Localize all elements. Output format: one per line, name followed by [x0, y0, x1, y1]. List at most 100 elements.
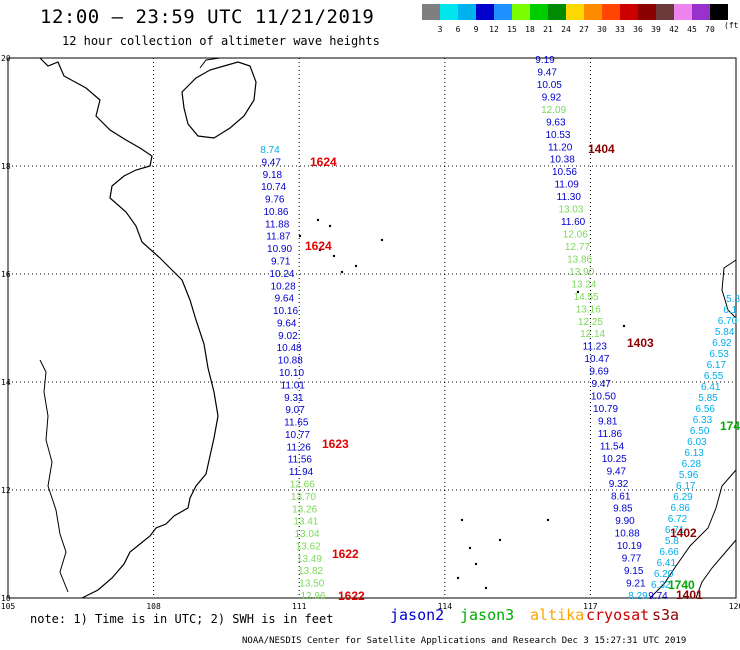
wave-height-value: 8.61	[611, 491, 631, 502]
wave-height-value: 8.29	[628, 591, 648, 602]
coastline-vietnam	[39, 57, 219, 599]
legend-jason3: jason3	[460, 606, 515, 624]
wave-height-value: 13.16	[576, 304, 601, 315]
wave-height-value: 11.26	[287, 442, 312, 453]
wave-height-value: 9.81	[598, 416, 618, 427]
wave-height-value: 6.28	[682, 459, 702, 470]
wave-height-value: 8.74	[260, 145, 280, 156]
colorbar-units: (ft)	[724, 21, 740, 30]
wave-height-value: 10.53	[545, 130, 570, 141]
wave-height-value: 10.48	[277, 343, 302, 354]
colorbar-tick-label: 45	[687, 25, 697, 34]
wave-height-value: 6.50	[690, 426, 710, 437]
wave-height-value: 5.84	[715, 327, 735, 338]
wave-height-value: 11.87	[266, 232, 291, 243]
wave-height-value: 10.74	[261, 182, 286, 193]
wave-height-value: 6.17	[707, 360, 727, 371]
wave-height-value: 6.53	[709, 349, 729, 360]
colorbar-tick-label: 18	[525, 25, 535, 34]
legend-altika: altika	[530, 606, 585, 624]
wave-height-value: 9.92	[542, 92, 562, 103]
coastline-palawan	[649, 469, 737, 599]
longitude-tick-label: 114	[438, 602, 453, 611]
legend-s3a: s3a	[652, 606, 680, 624]
wave-height-value: 9.47	[607, 466, 627, 477]
wave-height-value: 11.94	[289, 467, 314, 478]
pass-time-label: 1622	[338, 589, 365, 603]
wave-height-value: 9.69	[589, 367, 609, 378]
wave-height-value: 9.90	[615, 516, 635, 527]
latitude-tick-label: 12	[1, 486, 11, 495]
latitude-tick-label: 14	[1, 378, 11, 387]
pass-time-label: 1622	[332, 547, 359, 561]
wave-height-value: 13.90	[569, 267, 594, 278]
colorbar-swatch	[440, 4, 458, 20]
wave-height-value: 13.41	[293, 517, 318, 528]
wave-height-value: 10.24	[269, 269, 294, 280]
wave-height-value: 6.1	[723, 305, 737, 316]
spratly-islands	[456, 290, 626, 590]
wave-height-value: 9.18	[263, 170, 283, 181]
pass-time-label: 1403	[627, 336, 654, 350]
latitude-tick-label: 16	[1, 270, 11, 279]
wave-height-value: 6.29	[673, 492, 693, 503]
wave-height-value: 6.13	[684, 448, 704, 459]
graticule	[7, 57, 737, 599]
wave-height-value: 9.02	[278, 331, 298, 342]
wave-height-value: 10.38	[550, 155, 575, 166]
wave-height-value: 13.24	[571, 279, 596, 290]
wave-height-value: 11.65	[284, 418, 309, 429]
wave-height-value: 13.82	[298, 566, 323, 577]
wave-height-value: 10.25	[602, 454, 627, 465]
wave-height-value: 6.33	[693, 415, 713, 426]
wave-height-value: 6.20	[654, 569, 674, 580]
wave-height-value: 9.63	[546, 117, 566, 128]
wave-height-value: 10.10	[279, 368, 304, 379]
wave-height-value: 6.32	[651, 580, 671, 591]
altimeter-track-3: 5.86.16.705.846.926.536.176.556.415.856.…	[648, 294, 740, 602]
paracel-islands	[298, 218, 384, 274]
wave-height-value: 9.76	[265, 195, 285, 206]
colorbar-tick-label: 27	[579, 25, 589, 34]
wave-height-value: 9.64	[277, 318, 297, 329]
wave-height-value: 9.15	[624, 566, 644, 577]
wave-height-value: 13.86	[567, 254, 592, 265]
wave-height-value: 9.71	[271, 257, 291, 268]
wave-height-value: 11.01	[281, 380, 306, 391]
colorbar-swatch	[530, 4, 548, 20]
longitude-tick-label: 111	[292, 602, 307, 611]
wave-height-value: 6.55	[704, 371, 724, 382]
wave-height-value: 11.88	[265, 219, 290, 230]
wave-height-value: 10.90	[267, 244, 292, 255]
wave-height-value: 12.77	[565, 242, 590, 253]
longitude-tick-label: 105	[1, 602, 16, 611]
colorbar-tick-label: 12	[489, 25, 499, 34]
longitude-labels: 105 108 111 114 117 120	[1, 602, 740, 611]
colorbar-swatch	[692, 4, 710, 20]
credit-line: NOAA/NESDIS Center for Satellite Applica…	[242, 636, 687, 646]
coastline-luzon-south	[695, 539, 737, 599]
wave-height-value: 11.09	[554, 180, 579, 191]
colorbar-swatch	[512, 4, 530, 20]
wave-height-value: 5.8	[726, 294, 740, 305]
wave-height-value: 10.88	[278, 356, 303, 367]
wave-height-value: 13.50	[299, 579, 324, 590]
longitude-tick-label: 120	[729, 602, 740, 611]
colorbar-tick-label: 24	[561, 25, 571, 34]
colorbar-swatch	[566, 4, 584, 20]
colorbar-tick-label: 39	[651, 25, 661, 34]
wave-height-value: 10.86	[263, 207, 288, 218]
wave-height-value: 11.54	[600, 441, 625, 452]
wave-height-value: 9.64	[275, 294, 295, 305]
wave-height-value: 13.49	[297, 554, 322, 565]
wave-height-value: 9.77	[622, 554, 642, 565]
wave-height-value: 10.05	[537, 80, 562, 91]
wave-height-value: 5.8	[665, 536, 679, 547]
wave-height-value: 11.23	[583, 342, 608, 353]
wave-height-value: 6.92	[712, 338, 732, 349]
wave-height-value: 5.85	[698, 393, 718, 404]
wave-height-value: 9.85	[613, 504, 633, 515]
colorbar-tick-label: 30	[597, 25, 607, 34]
wave-height-value: 12.09	[541, 105, 566, 116]
